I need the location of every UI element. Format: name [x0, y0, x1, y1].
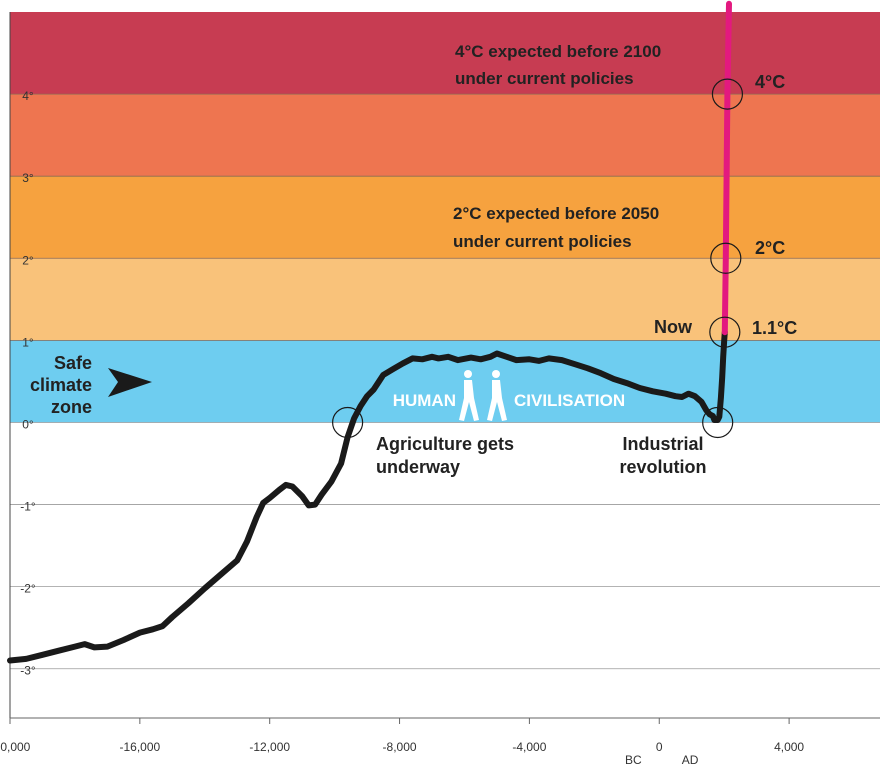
band-0 [10, 12, 880, 95]
band-4 [10, 340, 880, 423]
x-tick-label: -20,000 [0, 740, 31, 754]
two-degree-marker-label: 2°C [755, 238, 785, 258]
highlight-markers [332, 78, 744, 439]
highlight-circle [711, 78, 744, 110]
two-degree-note-line2: under current policies [453, 232, 632, 251]
human-label: HUMAN [393, 391, 456, 410]
highlight-circle [332, 406, 364, 439]
safe-label-line2: climate [30, 375, 92, 395]
y-tick-label: -2° [20, 582, 36, 596]
now-label: Now [654, 317, 693, 337]
era-label: BC [625, 753, 642, 767]
safe-label-line3: zone [51, 397, 92, 417]
agriculture-note-line2: underway [376, 457, 460, 477]
x-tick-label: -4,000 [512, 740, 546, 754]
industrial-note-line2: revolution [619, 457, 706, 477]
band-1 [10, 94, 880, 177]
temperature-series [7, 0, 732, 664]
highlight-circle [709, 316, 741, 348]
x-tick-label: -8,000 [383, 740, 417, 754]
y-tick-label: -3° [20, 664, 36, 678]
y-tick-labels: 4° 3° 2° 1° 0° -1° -2° -3° [20, 89, 36, 678]
era-label: AD [682, 753, 699, 767]
arrow-right-icon [108, 368, 152, 397]
highlight-circle [710, 242, 742, 274]
two-degree-note-line1: 2°C expected before 2050 [453, 204, 659, 223]
y-tick-label: 0° [22, 417, 34, 431]
civilisation-label: CIVILISATION [514, 391, 625, 410]
four-degree-marker-label: 4°C [755, 72, 785, 92]
band-3 [10, 258, 880, 341]
x-tick-label: 0 [656, 740, 663, 754]
projected-temperature-line [721, 0, 732, 336]
safe-label-line1: Safe [54, 353, 92, 373]
industrial-note-line1: Industrial [622, 434, 703, 454]
gridlines [9, 12, 880, 719]
x-tick-labels: -20,000 -16,000 -12,000 -8,000 -4,000 0 4,000 B… [0, 718, 804, 767]
y-tick-label: 4° [22, 89, 34, 103]
human-civilisation-label: HUMAN CIVILISATION [393, 370, 625, 421]
walking-people-icon [459, 370, 507, 421]
x-tick-label: 4,000 [774, 740, 804, 754]
y-tick-label: 3° [22, 171, 34, 185]
now-value-label: 1.1°C [752, 318, 797, 338]
safe-zone-annotation: Safe climate zone [30, 353, 152, 417]
historical-temperature-line [7, 329, 728, 664]
agriculture-note-line1: Agriculture gets [376, 434, 514, 454]
y-tick-label: 2° [22, 253, 34, 267]
band-2 [10, 176, 880, 259]
temperature-bands [10, 12, 880, 423]
highlight-circle [702, 406, 734, 439]
four-degree-note-line1: 4°C expected before 2100 [455, 42, 661, 61]
four-degree-note-line2: under current policies [455, 69, 634, 88]
x-tick-label: -12,000 [249, 740, 290, 754]
y-tick-label: 1° [22, 335, 34, 349]
x-tick-label: -16,000 [119, 740, 160, 754]
y-tick-label: -1° [20, 500, 36, 514]
